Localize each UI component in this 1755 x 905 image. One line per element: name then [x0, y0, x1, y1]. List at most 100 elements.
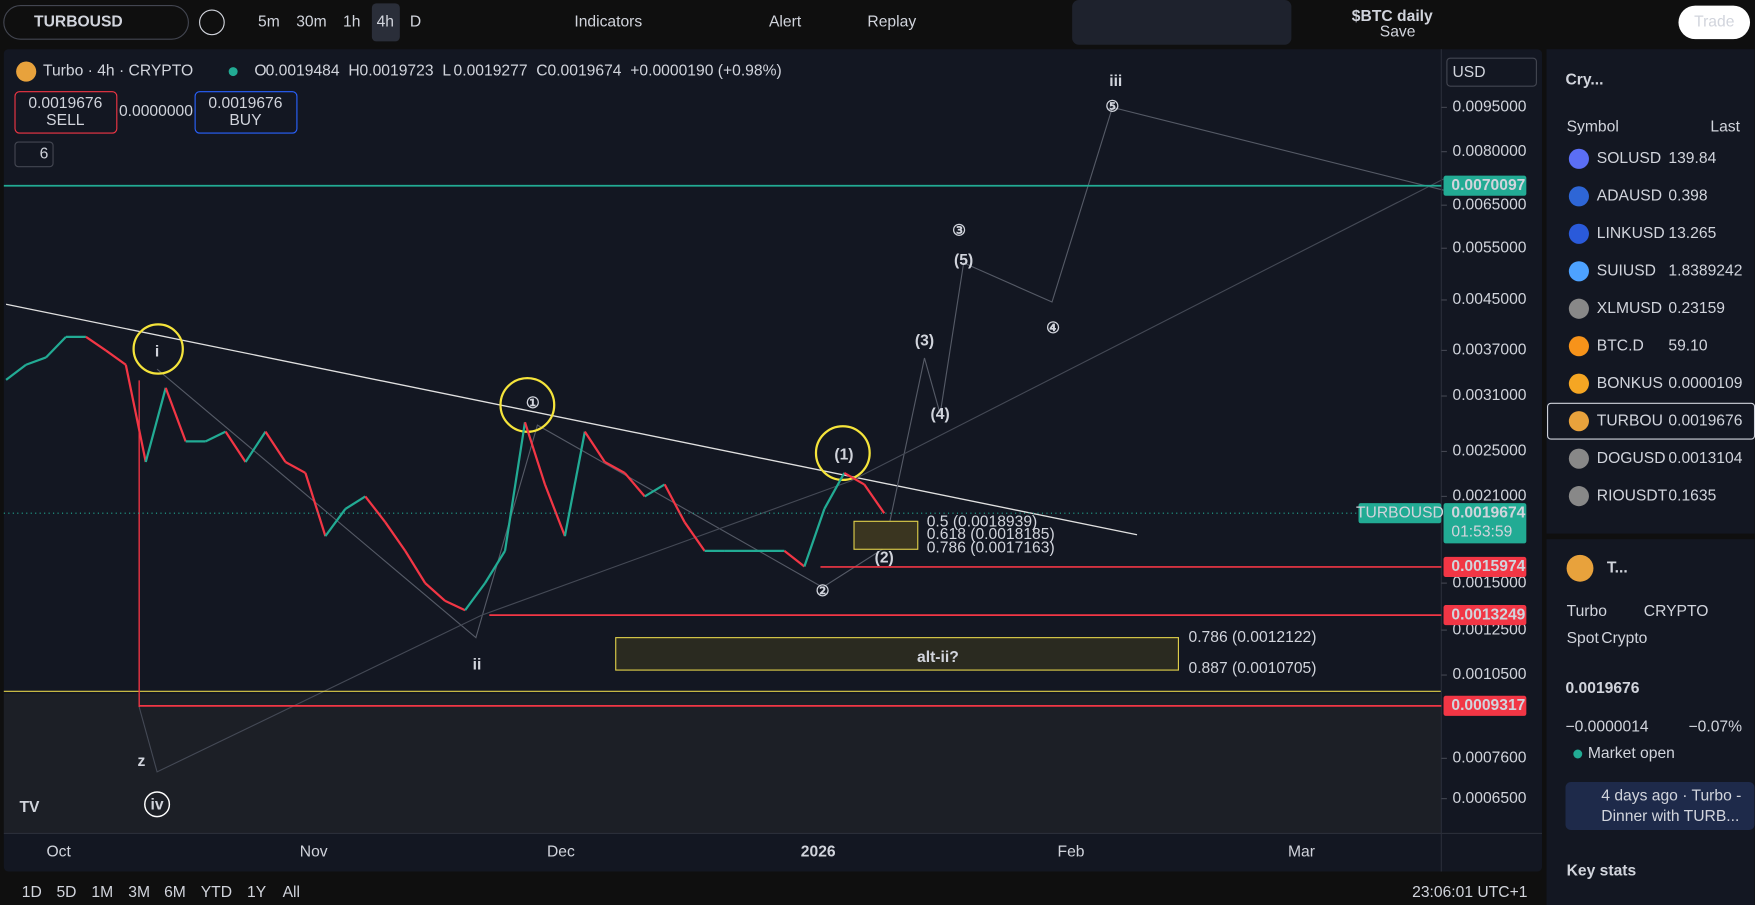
indicators-button[interactable]: Indicators: [574, 14, 642, 31]
interval[interactable]: 4h: [377, 14, 394, 31]
wave-circle: [144, 791, 171, 818]
details-change-pct: −0.07%: [1689, 718, 1743, 735]
ohlc-value: 0.0019277: [454, 63, 528, 80]
row-symbol[interactable]: DOGUSD: [1597, 450, 1666, 467]
range-button[interactable]: 5D: [56, 884, 76, 901]
row-symbol[interactable]: SUIUSD: [1597, 262, 1656, 279]
range-button[interactable]: YTD: [201, 884, 232, 901]
buy-label[interactable]: BUY: [229, 112, 262, 129]
wave-label: ii: [473, 657, 482, 674]
row-symbol[interactable]: ADAUSD: [1597, 187, 1662, 204]
wave-label: ⑤: [1105, 99, 1119, 116]
news-time[interactable]: 4 days ago · Turbo -: [1601, 788, 1741, 805]
sell-button[interactable]: [14, 91, 118, 134]
details-price: 0.0019676: [1565, 680, 1639, 697]
fib-label: 0.5 (0.0018939): [927, 514, 1038, 531]
row-last[interactable]: 0.0000109: [1668, 375, 1742, 392]
y-tick-label: 0.0031000: [1452, 387, 1526, 404]
row-symbol[interactable]: SOLUSD: [1597, 150, 1661, 167]
trade-button-label[interactable]: Trade: [1694, 14, 1735, 31]
row-icon: [1568, 261, 1589, 282]
price-level-badge: [1443, 605, 1527, 626]
row-last[interactable]: 0.398: [1668, 187, 1707, 204]
range-button[interactable]: All: [283, 884, 300, 901]
price-segment: [424, 582, 446, 602]
interval-active: [371, 3, 400, 42]
wave-label: (3): [915, 332, 934, 349]
price-segment: [404, 550, 427, 584]
row-last[interactable]: 13.265: [1668, 225, 1716, 242]
range-button[interactable]: 1Y: [247, 884, 267, 901]
row-symbol[interactable]: XLMUSD: [1597, 300, 1662, 317]
y-tick-label: 0.0021000: [1452, 488, 1526, 505]
buy-price[interactable]: 0.0019676: [208, 95, 282, 112]
details-sector: Crypto: [1601, 630, 1647, 647]
interval[interactable]: D: [410, 14, 421, 31]
row-last[interactable]: 0.0019676: [1668, 412, 1742, 429]
price-segment: [644, 483, 666, 498]
news-title[interactable]: Dinner with TURB...: [1601, 808, 1739, 825]
wave-label: i: [155, 344, 159, 361]
price-segment: [105, 349, 127, 366]
row-symbol[interactable]: BTC.D: [1597, 337, 1644, 354]
price-segment: [823, 472, 846, 510]
ohlc-key: H: [348, 63, 359, 80]
range-button[interactable]: 6M: [164, 884, 186, 901]
layout-name[interactable]: $BTC daily: [1352, 8, 1433, 25]
last-symbol: TURBOUSD: [1356, 504, 1444, 521]
row-last[interactable]: 0.1635: [1668, 487, 1716, 504]
details-status: Market open: [1588, 745, 1675, 762]
sell-label[interactable]: SELL: [46, 112, 85, 129]
price-segment: [523, 421, 546, 485]
row-last[interactable]: 139.84: [1668, 150, 1716, 167]
symbol[interactable]: TURBOUSD: [34, 14, 123, 31]
row-last[interactable]: 0.0013104: [1668, 450, 1742, 467]
indicator-toggle[interactable]: [14, 141, 54, 168]
interval[interactable]: 1h: [343, 14, 360, 31]
news-card[interactable]: [1565, 781, 1755, 831]
watchlist-title[interactable]: Cry...: [1565, 72, 1603, 89]
range-button[interactable]: 1D: [22, 884, 42, 901]
row-symbol[interactable]: LINKUSD: [1597, 225, 1665, 242]
x-tick-label: Oct: [46, 844, 71, 861]
row-symbol[interactable]: BONKUS: [1597, 375, 1663, 392]
add-symbol[interactable]: [199, 9, 225, 36]
trendline: [5, 303, 1138, 536]
indicator-count[interactable]: 6: [40, 146, 49, 163]
price-segment: [124, 364, 147, 463]
symbol-box[interactable]: [3, 5, 189, 40]
y-tick-label: 0.0012500: [1452, 621, 1526, 638]
row-icon: [1568, 298, 1589, 319]
price-segment: [264, 431, 287, 463]
interval[interactable]: 30m: [296, 14, 326, 31]
y-tick-label: 0.0095000: [1452, 99, 1526, 116]
range-button[interactable]: 1M: [91, 884, 113, 901]
price-segment: [344, 495, 366, 510]
trade-button[interactable]: [1678, 5, 1751, 40]
ohlc-value: 0.0019484: [266, 63, 340, 80]
spread: 0.0000000: [119, 103, 193, 120]
price-segment: [5, 363, 27, 381]
last-price-badge: [1443, 503, 1527, 544]
currency-select[interactable]: [1446, 57, 1537, 87]
alert-button[interactable]: Alert: [769, 14, 802, 31]
wave-label: iii: [1109, 73, 1122, 90]
x-tick-label: 2026: [801, 844, 836, 861]
row-icon: [1568, 148, 1589, 169]
row-last[interactable]: 0.23159: [1668, 300, 1725, 317]
row-symbol[interactable]: RIOUSDT: [1597, 487, 1668, 504]
row-last[interactable]: 59.10: [1668, 337, 1707, 354]
legend-change: +0.0000190 (+0.98%): [630, 63, 781, 80]
interval[interactable]: 5m: [258, 14, 280, 31]
y-tick-label: 0.0025000: [1452, 443, 1526, 460]
sell-price[interactable]: 0.0019676: [28, 95, 102, 112]
replay-button[interactable]: Replay: [867, 14, 916, 31]
column-header: Last: [1710, 119, 1740, 136]
row-last[interactable]: 1.8389242: [1668, 262, 1742, 279]
currency[interactable]: USD: [1452, 64, 1485, 81]
wave-label: ①: [526, 395, 540, 412]
row-symbol[interactable]: TURBOU: [1597, 412, 1663, 429]
price-segment: [863, 483, 886, 514]
buy-button[interactable]: [194, 91, 298, 134]
range-button[interactable]: 3M: [128, 884, 150, 901]
